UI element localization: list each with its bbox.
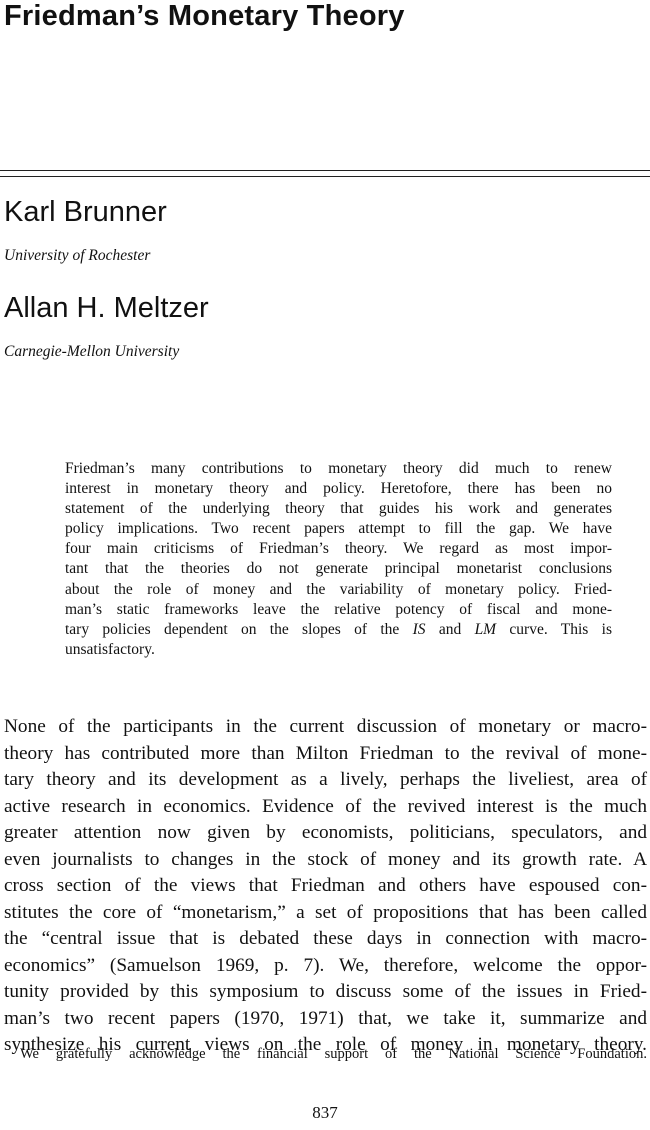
header-rule-top <box>0 170 650 171</box>
body-line: cross section of the views that Friedman… <box>4 875 647 896</box>
author-affiliation-rochester: University of Rochester <box>4 247 151 264</box>
abstract-line: about the role of money and the variabil… <box>65 580 612 598</box>
body-line: economics” (Samuelson 1969, p. 7). We, t… <box>4 954 647 976</box>
abstract-line: statement of the underlying theory that … <box>65 500 612 518</box>
is-curve-label: IS <box>412 620 426 638</box>
abstract-line: man’s static frameworks leave the relati… <box>65 600 612 618</box>
body-line: None of the participants in the current … <box>4 716 647 737</box>
body-line: tunity provided by this symposium to dis… <box>4 981 647 1002</box>
body-line: active research in economics. Evidence o… <box>4 795 647 817</box>
body-line: even journalists to changes in the stock… <box>4 848 647 870</box>
abstract-line: tant that the theories do not generate p… <box>65 560 612 578</box>
body-line: synthesize his current views on the role… <box>4 1034 647 1055</box>
author-affiliation-carnegie-mellon: Carnegie-Mellon University <box>4 343 180 360</box>
body-line: tary theory and its development as a liv… <box>4 769 647 790</box>
abstract-line: Friedman’s many contributions to monetar… <box>65 460 612 477</box>
abstract-text: and <box>425 620 475 638</box>
abstract-line: four main criticisms of Friedman’s theor… <box>65 540 612 558</box>
body-paragraph: None of the participants in the current … <box>4 714 647 1059</box>
page-number: 837 <box>312 1103 338 1122</box>
body-line: stitutes the core of “monetarism,” a set… <box>4 901 647 923</box>
abstract: Friedman’s many contributions to monetar… <box>65 459 612 660</box>
body-line: the “central issue that is debated these… <box>4 928 647 949</box>
body-line: theory has contributed more than Milton … <box>4 742 647 764</box>
abstract-text: tary policies dependent on the slopes of… <box>65 620 413 638</box>
abstract-text: curve. This is <box>496 620 612 638</box>
abstract-line-curves: tary policies dependent on the slopes of… <box>65 620 612 640</box>
header-rule-bottom <box>0 176 650 177</box>
abstract-line: interest in monetary theory and policy. … <box>65 480 612 498</box>
abstract-line: unsatisfactory. <box>65 640 155 658</box>
body-line: man’s two recent papers (1970, 1971) tha… <box>4 1007 647 1029</box>
lm-curve-label: LM <box>474 620 497 638</box>
author-name-meltzer: Allan H. Meltzer <box>4 292 209 324</box>
acknowledgment-footnote: We gratefully acknowledge the financial … <box>20 1046 647 1062</box>
body-line: greater attention now given by economist… <box>4 822 647 843</box>
author-name-brunner: Karl Brunner <box>4 196 167 228</box>
article-title: Friedman’s Monetary Theory <box>4 0 405 32</box>
abstract-line: policy implications. Two recent papers a… <box>65 520 612 538</box>
